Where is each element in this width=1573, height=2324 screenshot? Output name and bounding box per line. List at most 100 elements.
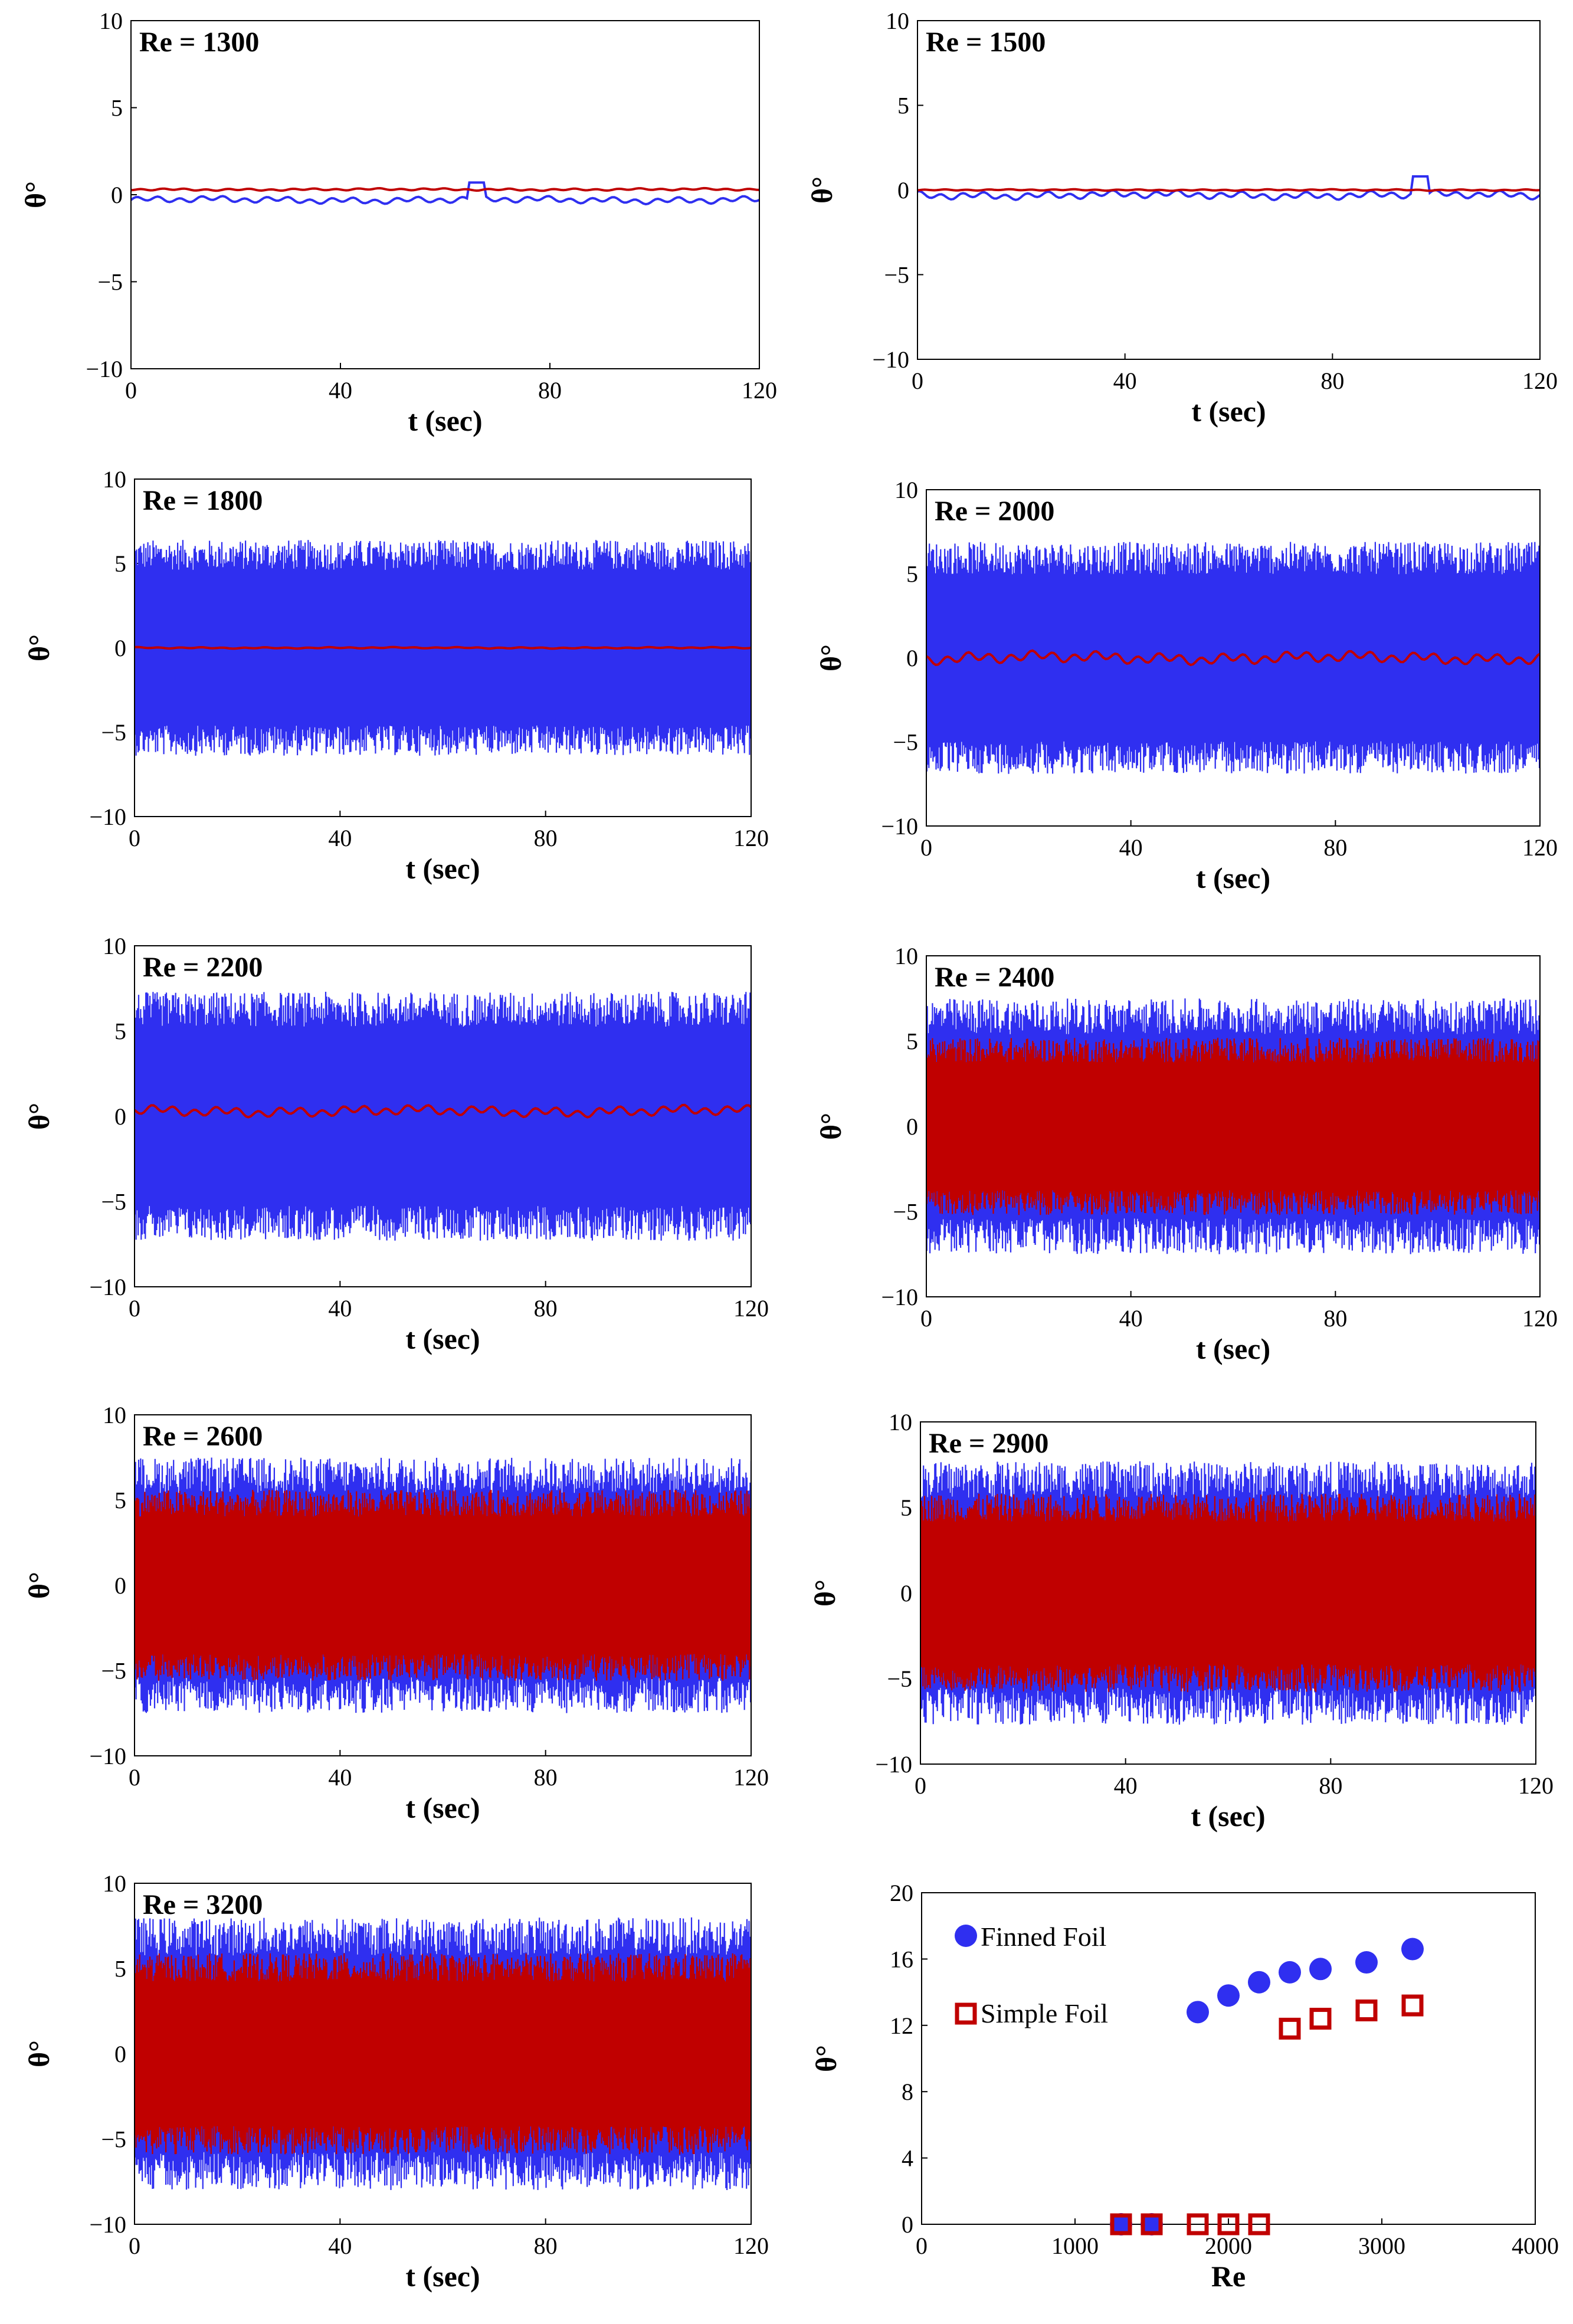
x-tick-label: 40 [328, 2233, 352, 2259]
x-tick-label: 0 [915, 1772, 926, 1799]
y-tick-label: −5 [893, 729, 918, 756]
finned-foil-point [1187, 2001, 1209, 2024]
x-tick-label: 40 [328, 1295, 352, 1322]
series-line-simple-foil [918, 188, 1539, 192]
y-tick-label: 20 [890, 1880, 913, 1906]
plot-frame [130, 20, 760, 369]
simple-foil-point [1355, 2000, 1378, 2022]
panel-title: Re = 1800 [143, 485, 263, 516]
x-axis-label: t (sec) [1191, 395, 1266, 428]
y-axis-label: θ° [22, 634, 55, 661]
series-line-simple-foil [135, 1103, 751, 1119]
simple-foil-point [1309, 2008, 1332, 2030]
x-tick-label: 0 [912, 368, 923, 394]
simple-foil-point [1401, 1994, 1424, 2017]
x-tick-label: 80 [1320, 368, 1344, 394]
series-line-simple-foil [135, 645, 751, 650]
series-line-simple-foil [135, 1953, 751, 2155]
finned-foil-point [1110, 2213, 1132, 2236]
panel-title: Re = 2900 [929, 1428, 1048, 1459]
y-tick-label: 0 [114, 1103, 126, 1130]
panel-title: Re = 2000 [935, 496, 1054, 527]
x-tick-label: 120 [1522, 1305, 1558, 1332]
y-tick-label: 10 [103, 1402, 126, 1428]
y-tick-label: −5 [101, 1189, 126, 1215]
x-tick-label: 80 [1323, 1305, 1347, 1332]
y-tick-label: 10 [99, 8, 123, 34]
x-tick-label: 80 [1319, 1772, 1342, 1799]
x-tick-label: 0 [920, 1305, 932, 1332]
y-tick-label: 5 [114, 1487, 126, 1514]
x-tick-label: 40 [329, 377, 352, 404]
series-line-finned-foil [135, 991, 751, 1241]
finned-foil-point [1309, 1958, 1332, 1981]
simple-foil-point [1279, 2017, 1301, 2040]
plot-frame [921, 1892, 1536, 2225]
y-tick-label: 5 [900, 1494, 912, 1521]
finned-foil-point [1279, 1961, 1301, 1984]
legend-simple-label: Simple Foil [981, 1998, 1108, 2028]
legend-simple-marker [955, 2002, 977, 2025]
y-axis-label: θ° [814, 644, 847, 671]
y-axis-label: θ° [814, 1113, 847, 1140]
y-tick-label: −5 [887, 1666, 912, 1692]
y-tick-label: 0 [114, 1572, 126, 1599]
x-tick-label: 0 [916, 2233, 928, 2259]
y-tick-label: 10 [103, 933, 126, 959]
panel-title: Re = 3200 [143, 1889, 263, 1920]
y-tick-label: 5 [114, 550, 126, 577]
series-line-finned-foil [135, 1457, 751, 1713]
y-tick-label: 10 [889, 1409, 912, 1435]
x-tick-label: 40 [328, 825, 352, 851]
x-tick-label: 4000 [1512, 2233, 1559, 2259]
x-tick-label: 80 [1323, 834, 1347, 861]
x-tick-label: 1000 [1051, 2233, 1099, 2259]
x-axis-label: t (sec) [405, 2260, 480, 2293]
series-line-simple-foil [927, 649, 1539, 667]
x-tick-label: 80 [534, 2233, 558, 2259]
y-tick-label: 0 [902, 2211, 913, 2238]
x-tick-label: 120 [733, 1295, 769, 1322]
x-tick-label: 80 [538, 377, 562, 404]
finned-foil-point [1401, 1938, 1424, 1961]
x-tick-label: 80 [534, 1295, 558, 1322]
y-axis-label: θ° [19, 181, 52, 208]
y-tick-label: −5 [101, 2126, 126, 2153]
x-tick-label: 0 [129, 1295, 140, 1322]
x-tick-label: 120 [1522, 368, 1558, 394]
panel-title: Re = 2200 [143, 952, 263, 983]
y-tick-label: 8 [902, 2079, 913, 2105]
legend-finned-label: Finned Foil [981, 1922, 1106, 1952]
y-tick-label: 5 [906, 1028, 918, 1055]
x-axis-label: Re [1211, 2260, 1246, 2293]
y-tick-label: 5 [114, 1018, 126, 1045]
panel-title: Re = 1500 [926, 27, 1046, 58]
x-tick-label: 0 [129, 825, 140, 851]
y-tick-label: 10 [886, 8, 909, 34]
y-tick-label: −10 [86, 356, 123, 382]
x-axis-label: t (sec) [405, 852, 480, 885]
x-axis-label: t (sec) [1191, 1799, 1265, 1833]
y-tick-label: −10 [89, 1274, 126, 1300]
y-tick-label: −10 [881, 813, 918, 840]
panel-ts8: 0 40 80 120 −10 −5 0 5 10 t (sec) θ° Re = 2900 [808, 1409, 1554, 1833]
x-tick-label: 120 [733, 2233, 769, 2259]
legend-finned-marker [955, 1925, 977, 1947]
y-axis-label: θ° [22, 1572, 55, 1599]
y-tick-label: 12 [890, 2012, 913, 2039]
panel-ts2: 0 40 80 120 −10 −5 0 5 10 t (sec) θ° Re = 1500 [805, 8, 1558, 428]
y-axis-label: θ° [22, 2040, 55, 2067]
panel-title: Re = 2400 [935, 962, 1054, 993]
y-tick-label: 5 [114, 1956, 126, 1982]
y-tick-label: −5 [101, 719, 126, 746]
series-line-finned-foil [927, 998, 1539, 1254]
panel-title: Re = 2600 [143, 1421, 263, 1452]
x-axis-label: t (sec) [405, 1791, 480, 1824]
series-line-simple-foil [921, 1493, 1535, 1692]
panel-ts5: 0 40 80 120 −10 −5 0 5 10 t (sec) θ° Re = 2200 [22, 933, 769, 1355]
series-line-finned-foil [132, 181, 759, 206]
y-tick-label: 0 [897, 177, 909, 204]
panel-ts9: 0 40 80 120 −10 −5 0 5 10 t (sec) θ° Re = 3200 [22, 1870, 769, 2293]
x-tick-label: 120 [733, 825, 769, 851]
